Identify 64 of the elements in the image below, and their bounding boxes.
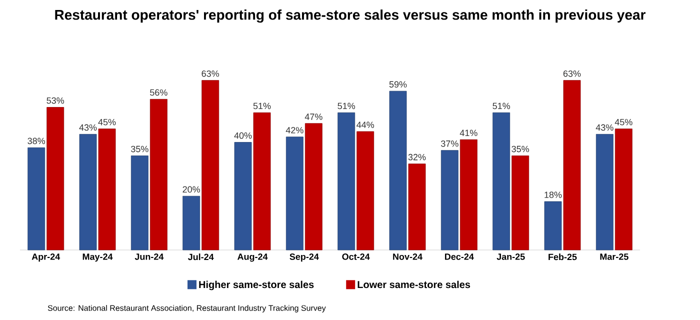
data-label: 63% [563,70,581,77]
data-label: 20% [182,186,200,193]
x-tick-label: Jul-24 [188,254,214,260]
bar [304,123,322,250]
data-label: 53% [46,97,64,104]
data-label: 51% [253,102,271,110]
data-label: 63% [202,70,220,77]
x-tick-label: Jun-24 [134,254,164,260]
bar [356,131,374,250]
x-tick-label: Dec-24 [445,254,474,260]
data-label: 38% [28,138,46,144]
bar [130,156,148,250]
x-tick-label: May-24 [82,254,113,262]
x-tick-label: Aug-24 [237,254,268,262]
x-tick-label: Nov-24 [393,254,422,260]
data-label: 56% [150,89,168,96]
bar [460,139,478,250]
bar [544,201,562,250]
data-label: 32% [408,154,426,160]
data-label: 51% [492,102,510,110]
bar [234,142,252,250]
data-label: 43% [596,124,614,131]
bar [150,99,168,250]
bar [182,196,200,250]
x-tick-label: Oct-24 [342,254,370,260]
data-label: 41% [460,130,478,136]
legend-label: Higher same-store sales [199,280,314,290]
x-tick-label: Sep-24 [290,254,319,262]
x-tick-label: Apr-24 [32,254,60,262]
chart-title: Restaurant operators' reporting of same-store sales versus same month in previous year [55,10,646,23]
legend-label: Lower same-store sales [358,280,470,288]
x-tick-label: Feb-25 [548,254,577,260]
bar [408,164,426,250]
data-label: 43% [79,124,97,131]
bar [79,134,97,250]
bar [338,112,356,250]
data-label: 42% [286,127,304,134]
bar [28,147,46,250]
bar [389,90,407,250]
data-label: 40% [234,132,252,139]
bar [440,150,458,250]
data-label: 35% [512,146,530,152]
bar [202,80,220,250]
bar [492,112,510,250]
data-label: 37% [441,140,458,147]
bar [614,128,632,250]
bar [253,112,271,250]
data-label: 35% [131,146,148,152]
data-label: 44% [356,122,374,128]
data-label: 51% [338,102,356,110]
bar [596,134,614,250]
bar [512,156,530,250]
bar [98,128,116,250]
bar [46,107,64,250]
bar [563,80,581,250]
data-label: 45% [98,118,116,126]
x-tick-label: Jan-25 [496,254,525,260]
bar [286,136,304,250]
data-label: 45% [614,118,632,126]
data-label: 18% [544,192,562,198]
source-note: Source: National Restaurant Association, Restaurant Industry Tracking Survey [48,304,326,312]
x-tick-label: Mar-25 [600,254,628,260]
data-label: 47% [304,114,322,120]
data-label: 59% [389,81,407,88]
